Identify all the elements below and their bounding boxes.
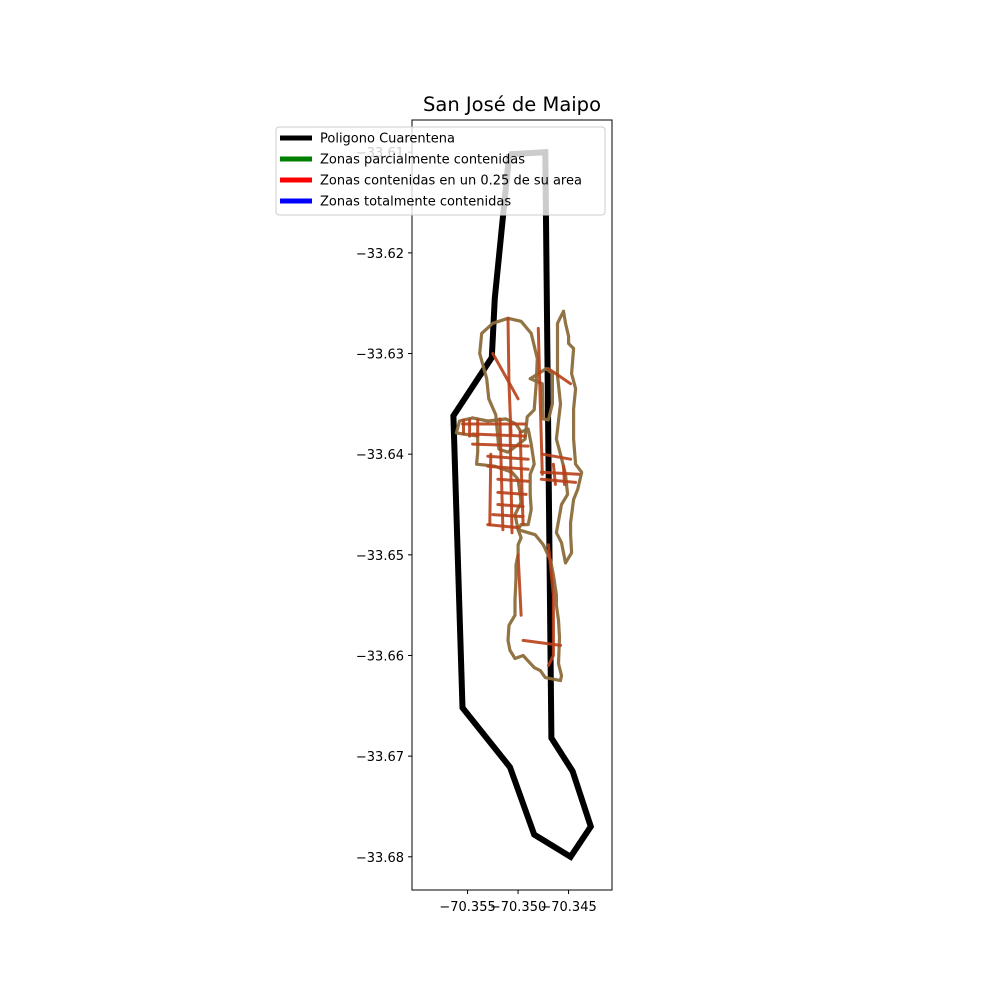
y-tick-label: −33.62: [356, 247, 404, 262]
y-tick-label: −33.67: [356, 750, 404, 765]
zone-outline: [554, 309, 584, 565]
legend-label: Zonas totalmente contenidas: [320, 195, 511, 210]
y-tick-label: −33.64: [356, 448, 404, 463]
zone-road-segment: [540, 452, 573, 461]
zone-road-segment: [491, 513, 525, 519]
zone-road-segment: [516, 553, 523, 617]
legend-label: Poligono Cuarentena: [320, 132, 455, 147]
y-tick-label: −33.65: [356, 549, 404, 564]
zone-road-segment: [551, 462, 557, 486]
x-tick-label: −70.350: [490, 900, 546, 915]
axes-frame: [411, 119, 613, 891]
zone-road-segment: [562, 464, 566, 486]
legend: Poligono Cuarentena Zonas parcialmente co…: [275, 126, 606, 216]
legend-label: Zonas contenidas en un 0.25 de su area: [320, 174, 582, 189]
zone-road-segment: [539, 470, 581, 476]
x-tick-label: −70.345: [540, 900, 596, 915]
zone-road-segment: [546, 543, 555, 667]
zone-road-segment: [521, 638, 562, 647]
zone-outline: [478, 316, 539, 454]
quarantine-polygon-line: [450, 149, 595, 861]
zone-road-segment: [508, 422, 514, 535]
chart-title: San José de Maipo: [423, 93, 601, 116]
zone-road-segment: [546, 367, 573, 386]
y-tick-label: −33.63: [356, 348, 404, 363]
zone-road-segment: [536, 326, 544, 476]
zone-road-segment: [518, 430, 525, 527]
zone-road-segment: [539, 477, 578, 484]
zone-road-segment: [498, 417, 505, 532]
x-tick-label: −70.355: [439, 900, 495, 915]
legend-label: Zonas parcialmente contenidas: [320, 153, 525, 168]
y-tick-label: −33.68: [356, 851, 404, 866]
y-tick-label: −33.66: [356, 649, 404, 664]
legend-box: [275, 126, 606, 216]
plot-area: [450, 149, 595, 861]
zone-road-segment: [491, 352, 520, 401]
zone-road-segment: [488, 452, 493, 527]
